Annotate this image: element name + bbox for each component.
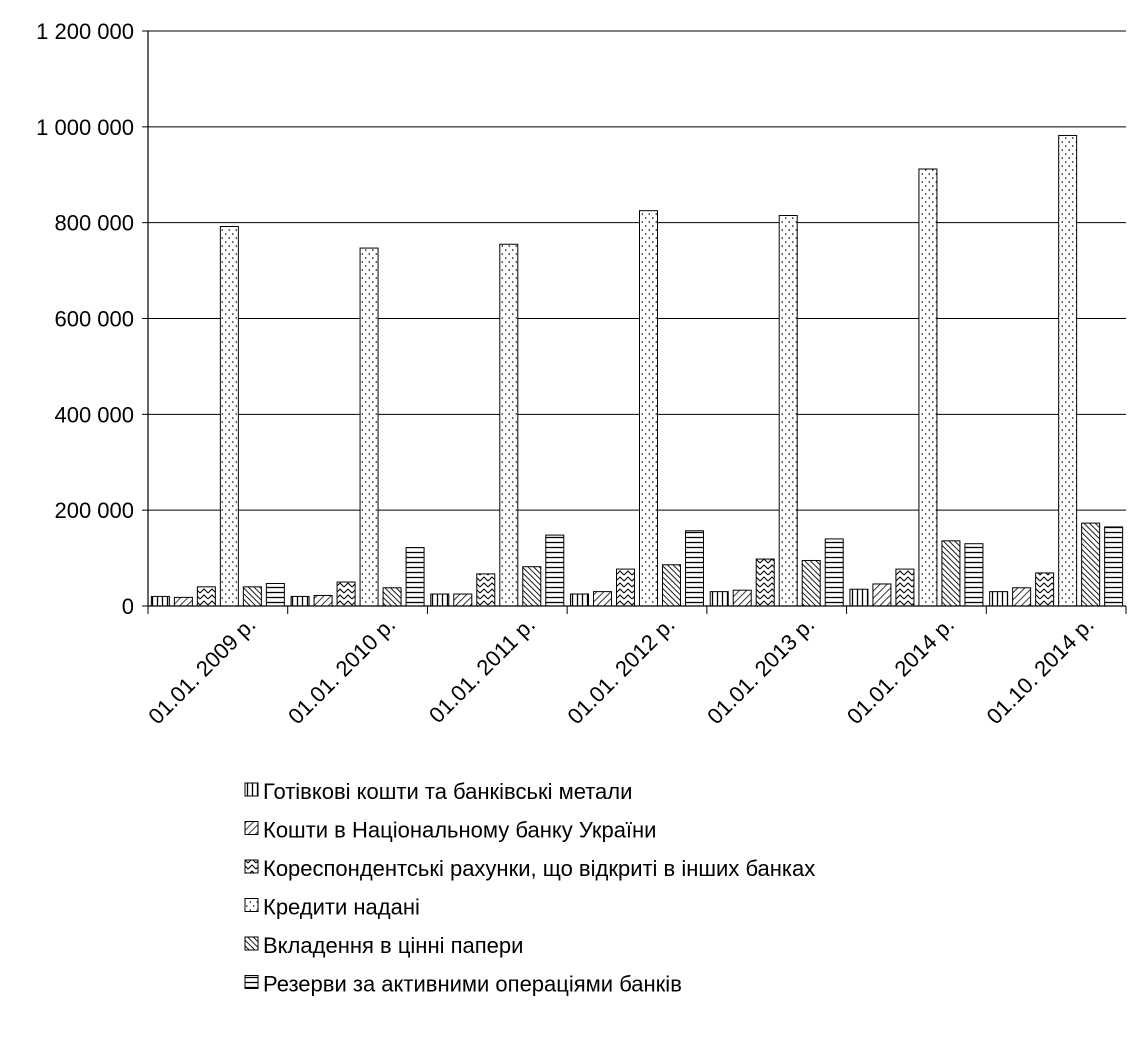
legend-swatch bbox=[244, 859, 259, 874]
legend: Готівкові кошти та банківські метали Кошт… bbox=[244, 779, 815, 997]
bar-3-2 bbox=[616, 568, 635, 607]
bar-3-0 bbox=[570, 593, 589, 607]
gridlines bbox=[148, 30, 1126, 511]
y-axis-ticks: 0 200 000 400 000 600 000 800 000 1 000 000 1 … bbox=[36, 19, 148, 619]
bar-6-0 bbox=[989, 591, 1009, 607]
bar-4-5 bbox=[824, 538, 844, 607]
bar-6-2 bbox=[1035, 572, 1055, 607]
bar-1-3 bbox=[359, 247, 379, 607]
y-tick-label: 800 000 bbox=[54, 211, 134, 236]
bar-2-0 bbox=[430, 593, 450, 607]
bar-0-5 bbox=[265, 582, 285, 607]
legend-swatch bbox=[244, 898, 259, 912]
bar-0-0 bbox=[150, 595, 170, 607]
bar-6-1 bbox=[1012, 587, 1032, 607]
legend-swatch bbox=[244, 975, 259, 989]
legend-swatch bbox=[244, 782, 259, 797]
bar-5-1 bbox=[872, 583, 892, 607]
bar-0-4 bbox=[242, 586, 262, 607]
x-category-label: 01.01. 2014 р. bbox=[842, 612, 959, 729]
legend-label: Кредити надані bbox=[263, 895, 420, 920]
legend-label: Резерви за активними операціями банків bbox=[263, 972, 682, 997]
bar-0-3 bbox=[219, 226, 239, 607]
legend-swatch bbox=[244, 821, 259, 835]
bar-6-5 bbox=[1104, 526, 1124, 607]
bar-5-0 bbox=[849, 588, 869, 607]
bar-2-4 bbox=[522, 566, 542, 607]
legend-swatch bbox=[244, 936, 259, 951]
x-category-label: 01.01. 2012 р. bbox=[562, 612, 679, 729]
y-tick-label: 200 000 bbox=[54, 498, 134, 523]
bar-5-5 bbox=[964, 543, 984, 607]
bar-1-1 bbox=[313, 594, 333, 607]
x-axis-labels: 01.01. 2009 р. 01.01. 2010 р. 01.01. 2011 … bbox=[143, 612, 1098, 729]
bar-3-3 bbox=[639, 210, 658, 607]
bar-2-1 bbox=[453, 593, 473, 607]
y-tick-label: 0 bbox=[122, 594, 134, 619]
x-category-label: 01.01. 2010 р. bbox=[283, 612, 400, 729]
bar-1-5 bbox=[405, 547, 425, 607]
bar-3-4 bbox=[662, 564, 681, 607]
legend-label: Кореспондентські рахунки, що відкриті в … bbox=[263, 856, 815, 881]
y-tick-label: 400 000 bbox=[54, 402, 134, 427]
bar-0-1 bbox=[173, 596, 193, 607]
legend-label: Вкладення в цінні папери bbox=[263, 933, 523, 958]
bar-4-4 bbox=[801, 559, 821, 607]
legend-label: Кошти в Національному банку України bbox=[263, 818, 656, 843]
bar-4-0 bbox=[709, 591, 729, 607]
bar-0-2 bbox=[196, 586, 216, 607]
bar-2-2 bbox=[476, 573, 496, 607]
bars bbox=[150, 134, 1124, 607]
bar-3-5 bbox=[685, 530, 704, 607]
x-category-label: 01.10. 2014 р. bbox=[982, 612, 1099, 729]
y-tick-label: 1 000 000 bbox=[36, 115, 134, 140]
bar-4-3 bbox=[778, 214, 798, 607]
bar-5-4 bbox=[941, 540, 961, 607]
legend-label: Готівкові кошти та банківські метали bbox=[263, 779, 632, 804]
bar-1-4 bbox=[382, 587, 402, 607]
bar-5-3 bbox=[918, 168, 938, 607]
bar-4-1 bbox=[732, 589, 752, 607]
bar-1-0 bbox=[290, 595, 310, 607]
y-tick-label: 600 000 bbox=[54, 307, 134, 332]
bar-5-2 bbox=[895, 568, 915, 607]
y-tick-label: 1 200 000 bbox=[36, 19, 134, 44]
x-category-label: 01.01. 2013 р. bbox=[702, 612, 819, 729]
bar-6-4 bbox=[1081, 522, 1101, 607]
axes bbox=[147, 31, 1127, 614]
x-category-label: 01.01. 2011 р. bbox=[424, 612, 540, 728]
bar-2-3 bbox=[499, 243, 519, 607]
bar-2-5 bbox=[545, 534, 565, 607]
bar-3-1 bbox=[593, 591, 612, 607]
bar-6-3 bbox=[1058, 134, 1078, 607]
x-category-label: 01.01. 2009 р. bbox=[143, 612, 260, 729]
bar-1-2 bbox=[336, 581, 356, 607]
bar-4-2 bbox=[755, 558, 775, 607]
